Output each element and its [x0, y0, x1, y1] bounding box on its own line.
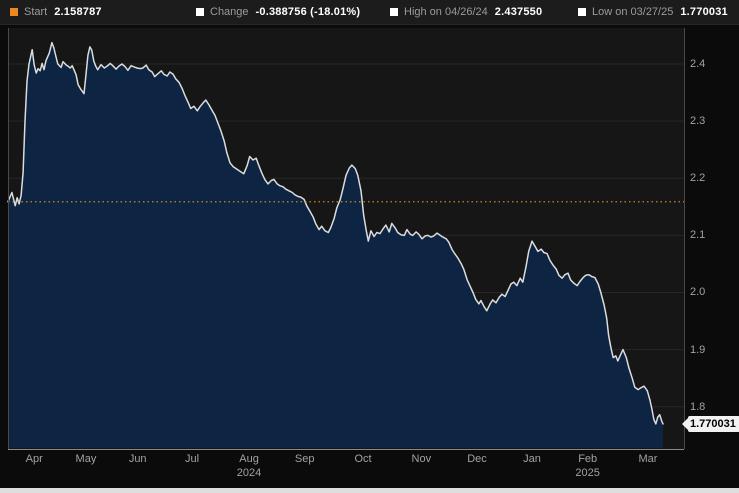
- legend-high-label: High on 04/26/24: [404, 6, 488, 18]
- x-axis-year-label: 2025: [575, 467, 600, 479]
- y-axis-label: 2.0: [690, 286, 706, 299]
- legend-start: Start 2.158787: [10, 0, 102, 24]
- x-axis-label: Dec: [467, 453, 487, 465]
- x-axis-label: Oct: [354, 453, 372, 465]
- y-axis-label: 2.1: [690, 229, 706, 242]
- legend-bar: Start 2.158787 Change -0.388756 (-18.01%…: [0, 0, 739, 25]
- legend-low-value: 1.770031: [680, 6, 728, 18]
- area-fill: [8, 42, 663, 448]
- change-swatch-icon: [196, 8, 204, 16]
- x-axis-label: Mar: [638, 453, 658, 465]
- legend-change: Change -0.388756 (-18.01%): [196, 0, 360, 24]
- legend-change-value: -0.388756 (-18.01%): [255, 6, 361, 18]
- legend-start-value: 2.158787: [54, 6, 102, 18]
- x-axis-year-label: 2024: [236, 467, 262, 479]
- legend-low-label: Low on 03/27/25: [592, 6, 674, 18]
- x-axis-label: Aug: [239, 453, 259, 465]
- x-axis-label: Nov: [411, 453, 432, 465]
- legend-high: High on 04/26/24 2.437550: [390, 0, 542, 24]
- y-axis-label: 2.3: [690, 115, 706, 128]
- x-axis-label: Jan: [523, 453, 541, 465]
- last-price-value: 1.770031: [690, 417, 736, 430]
- y-axis-label: 2.4: [690, 57, 706, 70]
- y-axis-label: 1.9: [690, 343, 706, 356]
- legend-low: Low on 03/27/25 1.770031: [578, 0, 728, 24]
- price-line: [7, 41, 664, 425]
- last-price-badge: 1.770031: [682, 415, 739, 432]
- legend-change-label: Change: [210, 6, 249, 18]
- window-edge: [0, 488, 739, 493]
- y-axis-label: 2.2: [690, 172, 706, 185]
- high-swatch-icon: [390, 8, 398, 16]
- low-swatch-icon: [578, 8, 586, 16]
- start-swatch-icon: [10, 8, 18, 16]
- y-axis-label: 1.8: [690, 400, 706, 413]
- x-axis-label: Sep: [294, 453, 315, 465]
- x-axis-label: Jul: [185, 453, 200, 465]
- x-axis-label: Feb: [578, 453, 598, 465]
- x-axis-label: Jun: [128, 453, 147, 465]
- x-axis-label: Apr: [25, 453, 43, 465]
- x-axis-label: May: [75, 453, 97, 465]
- legend-high-value: 2.437550: [494, 6, 543, 18]
- legend-start-label: Start: [24, 6, 48, 18]
